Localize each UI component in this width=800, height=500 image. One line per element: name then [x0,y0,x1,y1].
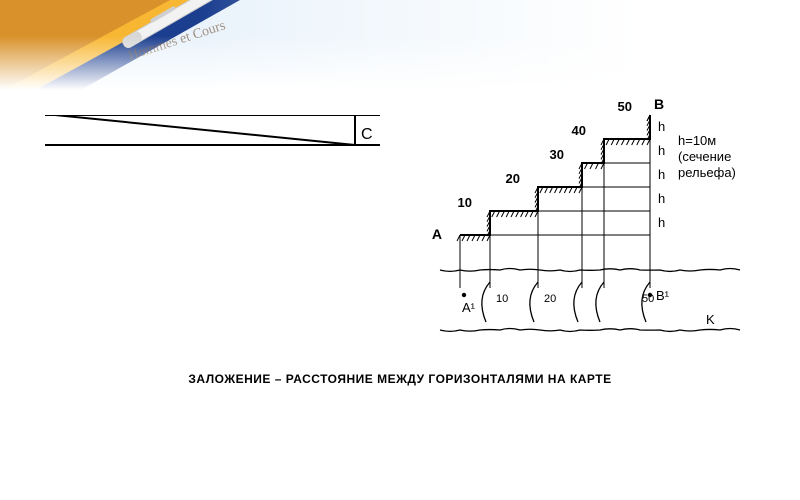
svg-text:h: h [658,215,665,230]
svg-text:20: 20 [544,293,556,305]
svg-text:30: 30 [550,147,564,162]
svg-text:h=10м: h=10м [678,133,716,148]
svg-text:h: h [658,143,665,158]
svg-text:d: d [201,115,210,119]
svg-text:40: 40 [572,123,586,138]
svg-text:50: 50 [618,99,632,114]
svg-text:h: h [658,167,665,182]
svg-text:10: 10 [496,293,508,305]
svg-text:50: 50 [642,293,654,305]
svg-text:h: h [365,115,374,119]
svg-text:20: 20 [506,171,520,186]
svg-text:α: α [99,115,108,119]
svg-text:рельефа): рельефа) [678,165,736,180]
caption-text: ЗАЛОЖЕНИЕ – РАССТОЯНИЕ МЕЖДУ ГОРИЗОНТАЛЯ… [0,372,800,386]
svg-text:B¹: B¹ [656,288,670,303]
svg-text:10: 10 [458,195,472,210]
svg-text:B: B [654,96,664,112]
svg-text:A: A [51,115,62,119]
svg-text:h: h [658,119,665,134]
svg-text:A: A [432,226,442,242]
header-photo: Hommes et Cours [0,0,800,90]
svg-text:C: C [361,126,373,143]
triangle-diagram: ACC¹Dhdα [35,115,405,500]
svg-text:K: K [706,312,715,327]
svg-text:(сечение: (сечение [678,149,731,164]
svg-text:A¹: A¹ [462,300,476,315]
relief-diagram: AB1020304050hhhhhh=10м(сечениерельефа)A¹… [420,85,790,365]
svg-text:h: h [658,191,665,206]
